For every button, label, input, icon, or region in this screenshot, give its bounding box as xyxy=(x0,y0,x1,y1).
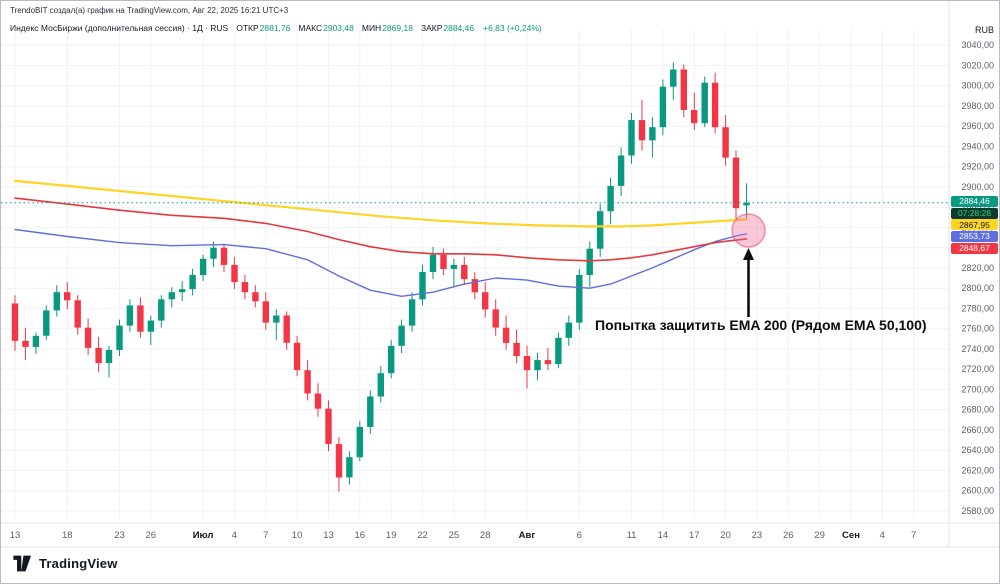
price-label-ema-50: 2853,73 xyxy=(951,231,998,243)
symbol-title: Индекс МосБиржи (дополнительная сессия) … xyxy=(10,23,229,33)
time-scale[interactable] xyxy=(1,523,949,547)
time-tick-label: Июл xyxy=(193,530,214,541)
price-tick-label: 2620,00 xyxy=(961,465,994,475)
price-axis-currency: RUB xyxy=(974,25,994,35)
ohlc-high: МАКС2903,48 xyxy=(298,23,354,33)
attribution: TrendoBIT создал(а) график на TradingVie… xyxy=(10,6,289,15)
price-tick-label: 2740,00 xyxy=(961,344,994,354)
ohlc-open: ОТКР2881,76 xyxy=(236,23,291,33)
price-tick-label: 2600,00 xyxy=(961,486,994,496)
time-tick-label: 13 xyxy=(323,530,334,541)
price-tick-label: 2800,00 xyxy=(961,283,994,293)
candles xyxy=(11,62,750,492)
ohlc-low: МИН2869,18 xyxy=(361,23,413,33)
time-tick-label: 23 xyxy=(114,530,125,541)
time-tick-label: 7 xyxy=(263,530,268,541)
tradingview-logo[interactable]: TradingView xyxy=(13,555,118,572)
price-tick-label: 2640,00 xyxy=(961,445,994,455)
time-tick-label: 28 xyxy=(480,530,491,541)
time-tick-label: 7 xyxy=(911,530,916,541)
grid-lines xyxy=(1,29,949,519)
price-tick-label: 2700,00 xyxy=(961,384,994,394)
time-tick-label: 29 xyxy=(814,530,825,541)
time-tick-label: 23 xyxy=(752,530,763,541)
price-tick-label: 2680,00 xyxy=(961,405,994,415)
tradingview-logo-text: TradingView xyxy=(39,556,118,571)
ema-line xyxy=(14,228,748,297)
highlight-circle xyxy=(731,213,766,248)
time-tick-label: 17 xyxy=(689,530,700,541)
time-tick-label: 22 xyxy=(417,530,428,541)
price-scale[interactable]: RUB 2884,46 07:28:28 2867,95 2853,73 2848,67 xyxy=(949,1,999,547)
price-tick-label: 2820,00 xyxy=(961,263,994,273)
price-tick-label: 2720,00 xyxy=(961,364,994,374)
price-tick-label: 3020,00 xyxy=(961,60,994,70)
time-tick-label: 25 xyxy=(449,530,460,541)
price-tick-label: 2760,00 xyxy=(961,324,994,334)
ohlc-close: ЗАКР2884,46 xyxy=(420,23,475,33)
change-value: +6,83 (+0,24%) xyxy=(483,23,542,33)
price-tick-label: 2660,00 xyxy=(961,425,994,435)
price-tick-label: 3040,00 xyxy=(961,40,994,50)
price-tick-label: 2880,00 xyxy=(961,202,994,212)
time-tick-label: 20 xyxy=(720,530,731,541)
price-label-ema-200: 2867,95 xyxy=(951,219,998,231)
time-tick-label: Сен xyxy=(842,530,860,541)
time-tick-label: 6 xyxy=(577,530,582,541)
price-label-last-price: 2884,46 xyxy=(951,195,998,207)
price-label-countdown: 07:28:28 xyxy=(951,207,998,219)
chart-annotation-text: Попытка защитить EMA 200 (Рядом EMA 50,1… xyxy=(595,317,927,333)
price-tick-label: 2900,00 xyxy=(961,182,994,192)
price-tick-label: 2980,00 xyxy=(961,101,994,111)
time-tick-label: 26 xyxy=(783,530,794,541)
price-tick-label: 2940,00 xyxy=(961,141,994,151)
time-tick-label: 4 xyxy=(232,530,237,541)
annotation-arrow-head xyxy=(743,248,754,260)
price-tick-label: 2960,00 xyxy=(961,121,994,131)
time-tick-label: 11 xyxy=(627,530,637,541)
time-tick-label: 16 xyxy=(355,530,366,541)
symbol-header: Индекс МосБиржи (дополнительная сессия) … xyxy=(10,23,542,33)
time-tick-label: 4 xyxy=(880,530,885,541)
price-tick-label: 3000,00 xyxy=(961,81,994,91)
time-tick-label: Авг xyxy=(519,530,536,541)
price-tick-label: 2780,00 xyxy=(961,303,994,313)
time-tick-label: 14 xyxy=(658,530,669,541)
time-tick-label: 10 xyxy=(292,530,303,541)
time-tick-label: 13 xyxy=(10,530,21,541)
time-tick-label: 19 xyxy=(386,530,397,541)
ema-line xyxy=(14,197,748,262)
price-tick-label: 2920,00 xyxy=(961,162,994,172)
time-tick-label: 26 xyxy=(146,530,157,541)
price-tick-label: 2580,00 xyxy=(961,506,994,516)
tradingview-logo-icon xyxy=(13,555,31,572)
ema-line xyxy=(13,179,748,228)
price-label-ema-100: 2848,67 xyxy=(951,242,998,254)
time-tick-label: 18 xyxy=(62,530,73,541)
